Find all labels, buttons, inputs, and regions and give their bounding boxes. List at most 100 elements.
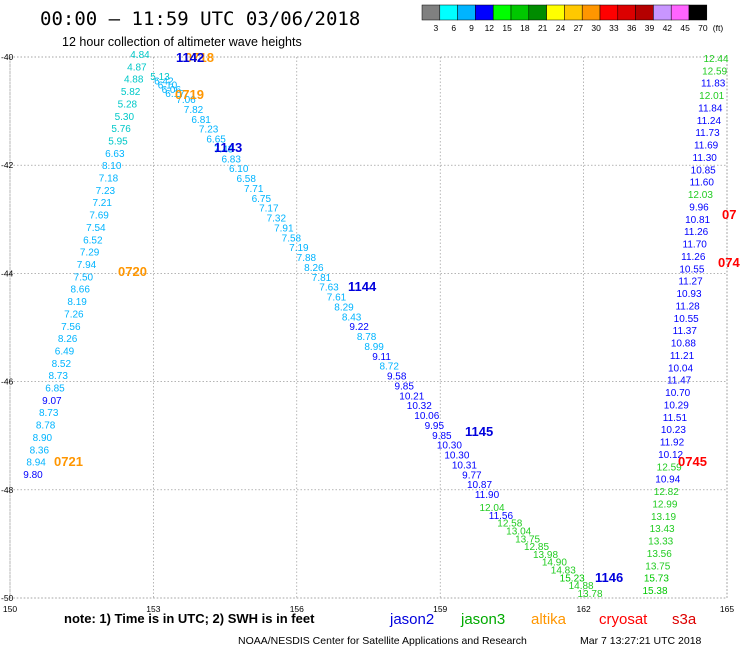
wave-height-label: 11.60 <box>690 178 715 189</box>
wave-height-label: 8.73 <box>39 408 59 419</box>
wave-height-label: 15.73 <box>644 574 669 585</box>
satellite-legend-cryosat: cryosat <box>599 611 648 628</box>
wave-height-label: 11.27 <box>678 277 703 288</box>
wave-height-label: 6.81 <box>191 115 211 126</box>
wave-height-label: 6.75 <box>252 194 272 205</box>
wave-height-label: 7.69 <box>89 211 109 222</box>
color-scale-label: 39 <box>645 23 655 33</box>
color-scale-label: 6 <box>451 23 456 33</box>
wave-height-label: 10.21 <box>399 391 424 402</box>
wave-height-label: 11.24 <box>697 116 722 127</box>
wave-height-label: 8.90 <box>33 433 53 444</box>
wave-height-label: 13.33 <box>648 537 673 548</box>
wave-height-label: 7.63 <box>319 283 339 294</box>
wave-height-label: 11.47 <box>667 376 692 387</box>
pass-time-label: 1142 <box>176 50 204 65</box>
wave-height-label: 15.23 <box>560 573 585 584</box>
chart-subtitle: 12 hour collection of altimeter wave hei… <box>62 35 302 49</box>
pass-time-label: 074 <box>718 255 740 270</box>
wave-height-label: 11.26 <box>681 252 706 263</box>
wave-height-label: 8.72 <box>379 362 399 373</box>
color-swatch <box>635 4 654 21</box>
x-tick-label: 156 <box>290 604 304 614</box>
wave-height-label: 7.26 <box>64 309 84 320</box>
plot-grid <box>9 56 728 599</box>
wave-height-label: 6.17 <box>165 89 185 100</box>
wave-height-label: 13.98 <box>533 550 558 561</box>
wave-height-label: 10.32 <box>407 401 432 412</box>
y-tick-label: -46 <box>1 377 14 387</box>
color-scale-label: 42 <box>663 23 673 33</box>
wave-height-label: 12.01 <box>699 91 724 102</box>
wave-height-label: 10.88 <box>671 339 696 350</box>
wave-height-label: 11.70 <box>683 240 708 251</box>
color-swatch <box>564 4 583 21</box>
wave-height-label: 11.56 <box>489 511 514 522</box>
color-scale-label: 30 <box>591 23 601 33</box>
wave-height-label: 7.81 <box>312 273 332 284</box>
wave-height-label: 12.58 <box>497 519 522 530</box>
wave-height-label: 10.87 <box>467 480 492 491</box>
wave-height-label: 10.93 <box>676 289 701 300</box>
color-swatch <box>457 4 476 21</box>
wave-height-label: 11.92 <box>660 438 685 449</box>
wave-height-label: 7.61 <box>327 293 347 304</box>
wave-height-label: 14.88 <box>569 581 594 592</box>
satellite-legend-s3a: s3a <box>672 611 697 628</box>
wave-height-label: 11.73 <box>695 128 720 139</box>
wave-height-label: 9.96 <box>689 203 709 214</box>
wave-height-label: 10.85 <box>691 165 716 176</box>
y-tick-label: -40 <box>1 52 14 62</box>
wave-height-label: 8.73 <box>48 371 68 382</box>
wave-height-label: 8.99 <box>364 342 384 353</box>
wave-height-label: 12.59 <box>657 462 682 473</box>
units-note: note: 1) Time is in UTC; 2) SWH is in fe… <box>64 611 315 626</box>
wave-height-label: 7.19 <box>289 243 309 254</box>
wave-height-label: 11.83 <box>701 79 726 90</box>
wave-height-label: 11.69 <box>694 141 719 152</box>
wave-height-label: 6.52 <box>83 235 103 246</box>
pass-time-label: 0745 <box>678 454 707 469</box>
wave-height-label: 8.78 <box>357 332 377 343</box>
wave-height-label: 14.90 <box>542 558 567 569</box>
wave-height-label: 12.99 <box>652 499 677 510</box>
wave-height-label: 12.82 <box>654 487 679 498</box>
wave-height-label: 10.30 <box>437 441 462 452</box>
wave-height-label: 10.70 <box>665 388 690 399</box>
wave-height-label: 8.78 <box>36 421 56 432</box>
color-scale-unit: (ft) <box>713 23 724 33</box>
wave-height-label: 6.63 <box>105 149 125 160</box>
wave-height-label: 13.04 <box>506 527 531 538</box>
wave-height-label: 6.83 <box>221 154 241 165</box>
wave-height-label: 13.56 <box>647 549 672 560</box>
pass-time-label: 1146 <box>595 570 623 585</box>
wave-height-label: 9.11 <box>372 352 391 363</box>
wave-height-label: 8.66 <box>70 285 90 296</box>
wave-height-label: 7.43 <box>214 144 234 155</box>
wave-height-label: 6.42 <box>154 76 174 87</box>
wave-height-label: 10.30 <box>444 451 469 462</box>
wave-height-label: 11.26 <box>684 227 709 238</box>
wave-height-label: 8.36 <box>30 445 50 456</box>
wave-height-label: 10.31 <box>452 460 477 471</box>
wave-height-label: 7.88 <box>297 253 317 264</box>
wave-height-label: 7.23 <box>199 125 219 136</box>
pass-time-label: 0719 <box>175 87 204 102</box>
color-swatch <box>599 4 619 21</box>
wave-height-label: 7.23 <box>96 186 116 197</box>
color-scale-bar: 3 6 9 12 15 18 21 24 27 30 33 36 39 42 45 70 (ft) <box>421 4 724 33</box>
color-scale-label: 36 <box>627 23 637 33</box>
wave-height-label: 8.43 <box>342 312 362 323</box>
wave-height-marks: 9.808.948.368.908.788.739.076.858.738.52… <box>23 50 740 600</box>
satellite-legend-altika: altika <box>531 611 567 628</box>
color-scale-label: 21 <box>538 23 548 33</box>
color-swatch <box>475 4 494 21</box>
wave-height-label: 5.82 <box>121 87 141 98</box>
pass-time-label: 0721 <box>54 454 83 469</box>
wave-height-label: 12.59 <box>702 66 727 77</box>
x-tick-label: 159 <box>433 604 447 614</box>
pass-time-label: 1144 <box>348 279 377 294</box>
wave-height-label: 7.94 <box>77 260 97 271</box>
